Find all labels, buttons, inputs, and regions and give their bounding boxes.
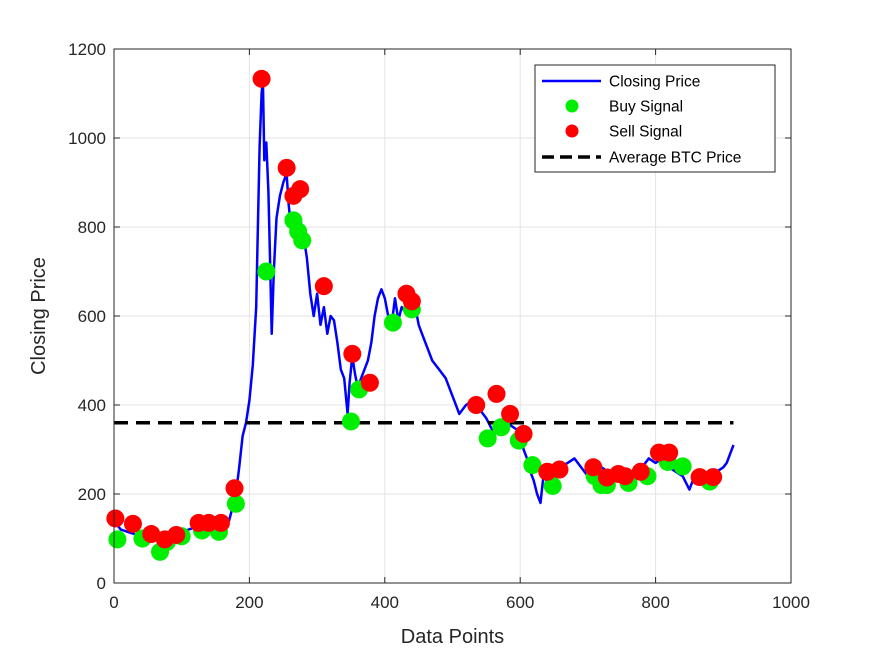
sell-signal-point (123, 514, 142, 533)
buy-signal-point (673, 457, 692, 476)
x-tick-label: 800 (641, 593, 669, 612)
legend-label-average: Average BTC Price (609, 150, 741, 167)
buy-signal-point (543, 476, 562, 495)
sell-signal-point (501, 404, 520, 423)
x-tick-label: 600 (506, 593, 534, 612)
y-tick-label: 0 (97, 574, 106, 593)
sell-signal-point (584, 458, 603, 477)
sell-signal-point (690, 468, 709, 487)
legend-label-sell: Sell Signal (609, 124, 682, 141)
tick-marks (113, 48, 792, 584)
sell-signal-point (360, 373, 379, 392)
buy-signal-point (492, 418, 511, 437)
y-tick-label: 1000 (68, 129, 106, 148)
sell-signal-point (142, 525, 161, 544)
sell-signal-point (211, 513, 230, 532)
x-tick-label: 400 (371, 593, 399, 612)
buy-signal-point (523, 456, 542, 475)
plot-layer (106, 69, 735, 561)
sell-signal-point (106, 509, 125, 528)
y-tick-label: 600 (78, 307, 106, 326)
legend: Closing Price Buy Signal Sell Signal Ave… (534, 64, 776, 173)
buy-signal-point (257, 262, 276, 281)
x-tick-label: 1000 (772, 593, 810, 612)
buy-signal-point (341, 412, 360, 431)
y-axis-label: Closing Price (28, 257, 50, 375)
legend-label-buy: Buy Signal (609, 99, 683, 116)
buy-signal-point (478, 429, 497, 448)
buy-signal-point (383, 313, 402, 332)
sell-signal-point (631, 462, 650, 481)
sell-signal-point (550, 460, 569, 479)
sell-signal-point (616, 467, 635, 486)
sell-signal-point (467, 396, 486, 414)
sell-signal-point (167, 525, 186, 544)
legend-label-closing: Closing Price (609, 74, 700, 91)
sell-signal-point (704, 468, 723, 487)
y-tick-label: 200 (78, 485, 106, 504)
sell-signal-point (314, 277, 333, 296)
sell-signal-point (660, 443, 679, 462)
y-tick-label: 400 (78, 396, 106, 415)
y-tick-label: 1200 (68, 40, 106, 59)
sell-signal-point (252, 69, 271, 88)
y-tick-label: 800 (78, 218, 106, 237)
x-tick-label: 0 (109, 593, 118, 612)
buy-signal-point (293, 231, 312, 250)
sell-signal-point (487, 384, 506, 403)
buy-signal-point (226, 494, 245, 513)
sell-signal-point (291, 180, 310, 199)
sell-signal-point (402, 292, 421, 311)
legend-marker-sell (565, 124, 579, 138)
x-tick-label: 200 (235, 593, 263, 612)
sell-signal-point (514, 424, 533, 443)
sell-signal-point (225, 479, 244, 498)
legend-marker-buy (565, 99, 579, 113)
legend-box (534, 64, 776, 173)
sell-signal-point (277, 158, 296, 177)
sell-signal-point (343, 344, 362, 363)
buy-signal-point (108, 530, 127, 549)
tick-labels: 0 200 400 600 800 1000 0 200 400 600 800 1000 1200 (68, 40, 810, 612)
x-axis-label: Data Points (401, 626, 504, 648)
